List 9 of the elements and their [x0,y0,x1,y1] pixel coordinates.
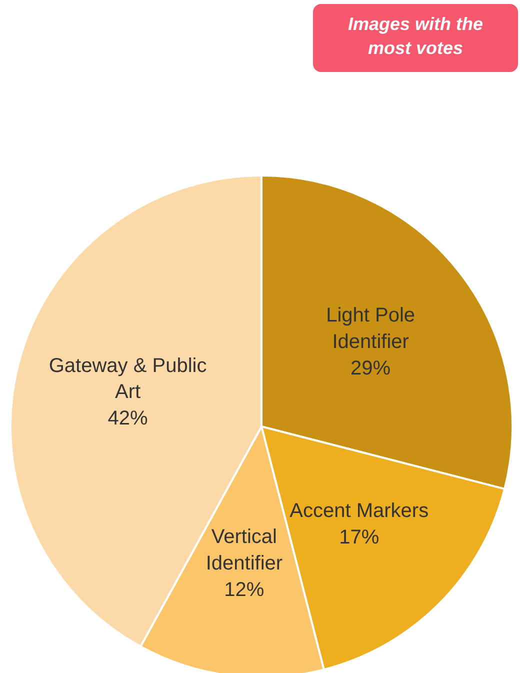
text: Images with the most votes [346,13,484,60]
data-label: 42% [108,408,148,430]
data-label: 12% [224,578,264,601]
data-label: 17% [339,526,380,548]
slice-label: Vertical Identifier [206,526,283,574]
slice-label: Gateway & Public Art [48,354,207,404]
slice-label: Light Pole Identifier [326,304,416,353]
data-label: 29% [350,357,391,380]
slice-label: Accent Markers [290,500,429,522]
